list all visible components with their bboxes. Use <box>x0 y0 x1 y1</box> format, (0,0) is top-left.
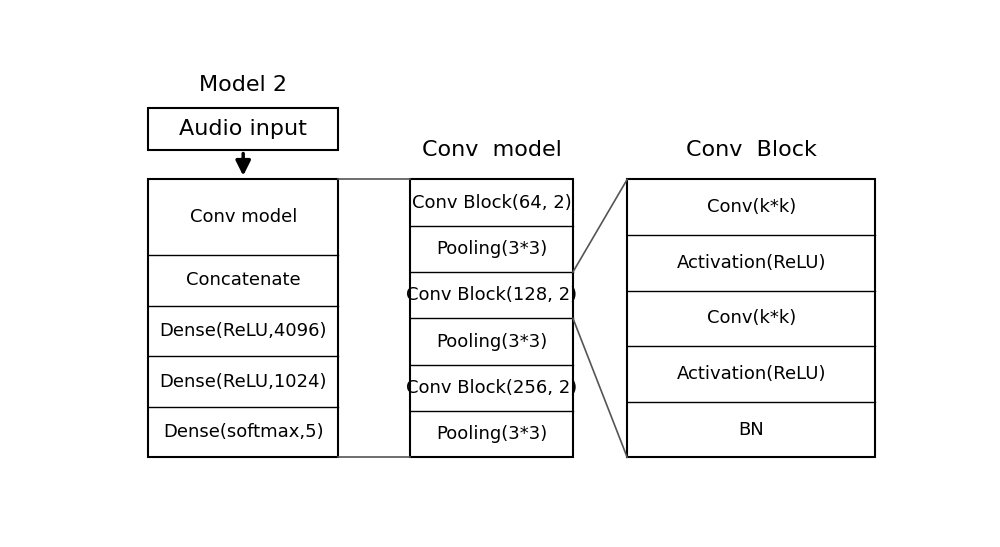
Text: Activation(ReLU): Activation(ReLU) <box>676 365 826 383</box>
Bar <box>410 179 573 457</box>
Text: Dense(ReLU,4096): Dense(ReLU,4096) <box>159 322 327 340</box>
Text: Dense(softmax,5): Dense(softmax,5) <box>163 423 324 441</box>
Text: Conv  Block: Conv Block <box>686 140 817 160</box>
Text: Concatenate: Concatenate <box>186 271 300 289</box>
Text: Pooling(3*3): Pooling(3*3) <box>436 333 547 351</box>
Text: Model 2: Model 2 <box>199 74 287 95</box>
Text: BN: BN <box>738 421 764 439</box>
Text: Audio input: Audio input <box>179 119 307 139</box>
Text: Pooling(3*3): Pooling(3*3) <box>436 240 547 258</box>
Text: Activation(ReLU): Activation(ReLU) <box>676 254 826 272</box>
Text: Conv Block(64, 2): Conv Block(64, 2) <box>412 194 571 212</box>
Text: Conv(k*k): Conv(k*k) <box>707 310 796 327</box>
Text: Dense(ReLU,1024): Dense(ReLU,1024) <box>159 373 327 391</box>
Text: Conv Block(128, 2): Conv Block(128, 2) <box>406 286 577 304</box>
Text: Conv model: Conv model <box>190 208 297 226</box>
Text: Conv Block(256, 2): Conv Block(256, 2) <box>406 379 577 397</box>
Bar <box>148 179 338 457</box>
Text: Conv(k*k): Conv(k*k) <box>707 198 796 216</box>
Bar <box>148 108 338 150</box>
Bar <box>627 179 875 457</box>
Text: Conv  model: Conv model <box>422 140 562 160</box>
Text: Pooling(3*3): Pooling(3*3) <box>436 425 547 443</box>
